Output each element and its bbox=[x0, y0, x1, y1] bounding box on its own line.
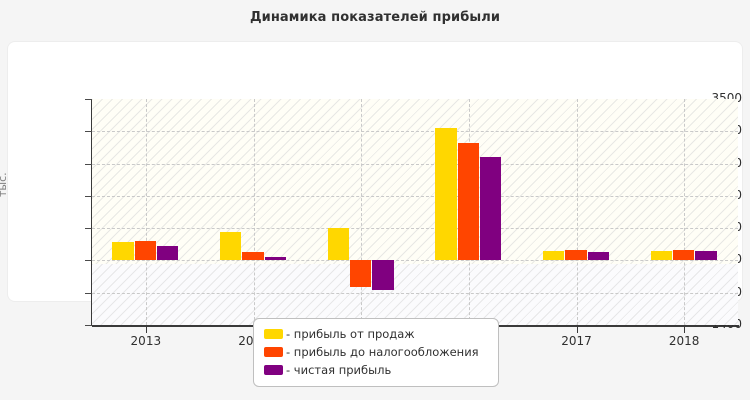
bar bbox=[587, 251, 609, 261]
plot-area bbox=[92, 99, 738, 325]
gridline-vertical bbox=[361, 99, 363, 325]
chart-legend: - прибыль от продаж - прибыль до налогооб… bbox=[253, 318, 499, 387]
y-tick-mark bbox=[85, 260, 92, 262]
y-tick-mark bbox=[85, 163, 92, 165]
x-tick-label: 2013 bbox=[130, 334, 162, 348]
gridline-vertical bbox=[145, 99, 147, 325]
gridline-horizontal bbox=[92, 228, 738, 230]
gridline-horizontal bbox=[92, 163, 738, 165]
bar bbox=[134, 241, 156, 261]
x-tick-label: 2018 bbox=[668, 334, 700, 348]
plot-area-negative-region bbox=[92, 264, 738, 325]
y-tick-mark bbox=[85, 325, 92, 326]
y-tick-mark bbox=[85, 228, 92, 230]
x-tick-mark bbox=[576, 326, 578, 333]
bar bbox=[327, 228, 350, 261]
legend-swatch-icon bbox=[264, 329, 283, 339]
legend-item-label: - прибыль до налогообложения bbox=[286, 345, 479, 359]
gridline-horizontal bbox=[92, 260, 738, 262]
gridline-horizontal bbox=[92, 131, 738, 133]
chart-panel: тыс. 35002800210014007000-700-1400 20132… bbox=[0, 42, 742, 348]
bar bbox=[350, 260, 372, 288]
legend-item[interactable]: - прибыль от продаж bbox=[264, 325, 488, 343]
bar bbox=[479, 156, 502, 261]
x-tick-mark bbox=[684, 326, 686, 333]
x-tick-label: 2017 bbox=[561, 334, 592, 348]
bar bbox=[156, 245, 179, 261]
chart-title: Динамика показателей прибыли bbox=[249, 10, 501, 25]
bar bbox=[220, 231, 242, 261]
bar bbox=[264, 257, 286, 261]
bar bbox=[242, 251, 264, 261]
y-tick-mark bbox=[85, 99, 92, 100]
gridline-horizontal bbox=[92, 292, 738, 294]
bar bbox=[112, 241, 134, 261]
bar bbox=[673, 250, 695, 261]
y-tick-mark bbox=[85, 292, 92, 294]
legend-item[interactable]: - чистая прибыль bbox=[264, 361, 488, 379]
bar bbox=[457, 142, 479, 261]
y-tick-mark bbox=[85, 195, 92, 197]
y-tick-mark bbox=[85, 131, 92, 133]
gridline-vertical bbox=[684, 99, 686, 325]
gridline-vertical bbox=[576, 99, 578, 325]
bar bbox=[435, 127, 457, 261]
bar bbox=[695, 250, 717, 261]
bar bbox=[372, 260, 394, 290]
y-axis-title: тыс. bbox=[0, 172, 9, 197]
gridline-horizontal bbox=[92, 195, 738, 197]
bar bbox=[565, 250, 587, 261]
y-tick-label: 0 bbox=[734, 252, 742, 267]
legend-item-label: - чистая прибыль bbox=[286, 363, 392, 377]
bar bbox=[543, 250, 565, 261]
bar bbox=[650, 250, 673, 261]
gridline-vertical bbox=[253, 99, 255, 325]
legend-swatch-icon bbox=[264, 347, 283, 357]
legend-swatch-icon bbox=[264, 365, 283, 375]
legend-item-label: - прибыль от продаж bbox=[286, 327, 415, 341]
legend-item[interactable]: - прибыль до налогообложения bbox=[264, 343, 488, 361]
x-tick-mark bbox=[145, 326, 147, 333]
